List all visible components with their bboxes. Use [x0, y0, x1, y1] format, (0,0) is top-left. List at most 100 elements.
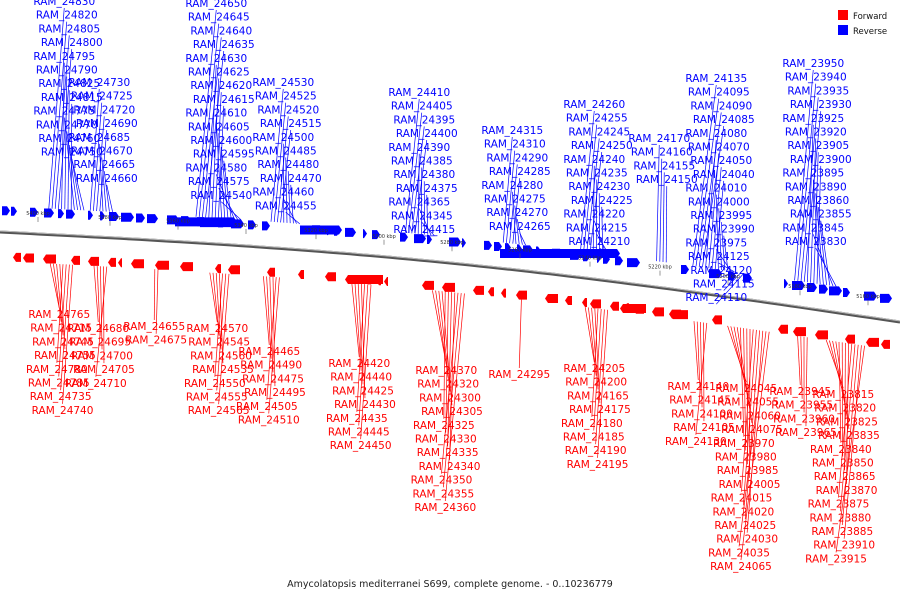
- label-connector: [444, 293, 465, 502]
- forward-gene-label: RAM_24545: [188, 337, 250, 349]
- label-connector: [841, 344, 859, 526]
- forward-gene-arrow: [71, 255, 80, 265]
- forward-gene-label: RAM_24030: [716, 534, 778, 546]
- reverse-gene-label: RAM_24400: [396, 128, 458, 140]
- label-connector: [738, 331, 767, 547]
- label-connector: [195, 9, 217, 217]
- tick-label: 5340 kbp: [234, 223, 258, 229]
- label-connector: [68, 144, 82, 211]
- gene-features: [2, 206, 892, 349]
- kbp-ticks: 5400 kbp 5380 kbp 5360 kbp 5340 kbp 5320 kbp…: [26, 211, 880, 306]
- label-connector: [843, 345, 862, 539]
- forward-gene-label: RAM_24370: [415, 365, 477, 377]
- label-connector: [441, 291, 453, 406]
- label-connector: [593, 309, 602, 431]
- label-connector: [514, 205, 520, 245]
- reverse-gene-label: RAM_23920: [785, 127, 847, 139]
- reverse-gene-label: RAM_24525: [255, 91, 317, 103]
- reverse-gene-label: RAM_24795: [33, 51, 95, 63]
- reverse-gene-label: RAM_23895: [782, 168, 844, 180]
- tick-label: 5300 kbp: [372, 234, 396, 240]
- forward-gene-label: RAM_24550: [184, 378, 246, 390]
- label-connector: [825, 339, 844, 389]
- forward-gene-arrow: [325, 272, 336, 282]
- forward-gene-label: RAM_24420: [328, 358, 390, 370]
- forward-gene-label: RAM_23865: [814, 471, 876, 483]
- label-connector: [49, 263, 60, 309]
- forward-gene-arrow: [384, 276, 388, 286]
- label-connector: [405, 98, 420, 233]
- forward-gene-arrow: [516, 290, 527, 300]
- label-connector: [693, 321, 699, 381]
- label-connector: [740, 331, 770, 561]
- tick-label: 5400 kbp: [26, 211, 50, 217]
- forward-gene-label: RAM_24055: [717, 397, 779, 409]
- tick-label: 5320 kbp: [304, 228, 328, 234]
- forward-gene-arrow: [422, 280, 434, 290]
- reverse-gene-arrow: [11, 206, 17, 216]
- reverse-gene-label: RAM_24815: [41, 92, 103, 104]
- forward-gene-label: RAM_23960: [773, 413, 835, 425]
- forward-gene-label: RAM_24740: [32, 405, 94, 417]
- reverse-gene-arrow: [147, 214, 158, 224]
- label-connector: [263, 276, 270, 346]
- label-connector: [215, 174, 235, 220]
- label-connector: [270, 88, 284, 222]
- reverse-gene-arrow: [462, 238, 466, 248]
- reverse-gene-label: RAM_24480: [257, 159, 319, 171]
- forward-gene-label: RAM_24715: [30, 323, 92, 335]
- forward-gene-label: RAM_24005: [719, 479, 781, 491]
- label-connector: [56, 264, 64, 363]
- reverse-gene-label: RAM_23930: [790, 99, 852, 111]
- label-connector: [702, 126, 725, 268]
- label-connector: [656, 144, 660, 262]
- reverse-gene-label: RAM_24825: [38, 78, 100, 90]
- label-connector: [64, 76, 68, 210]
- label-connector: [51, 21, 68, 209]
- forward-gene-label: RAM_24445: [328, 427, 390, 439]
- tick-label: 5160 kbp: [856, 294, 880, 300]
- label-connector: [218, 273, 230, 405]
- reverse-gene-label: RAM_23845: [782, 222, 844, 234]
- label-connector: [744, 330, 760, 520]
- label-connector: [418, 208, 432, 236]
- reverse-gene-label: RAM_24670: [71, 146, 133, 158]
- label-connector: [101, 157, 107, 212]
- forward-gene-arrow: [670, 310, 688, 320]
- label-connector: [358, 284, 369, 426]
- reverse-gene-label: RAM_23990: [693, 224, 755, 236]
- reverse-gene-arrow: [121, 212, 134, 222]
- forward-gene-arrow: [43, 254, 56, 264]
- reverse-gene-label: RAM_24645: [188, 12, 250, 24]
- reverse-gene-label: RAM_24150: [636, 174, 698, 186]
- reverse-gene-arrow: [427, 234, 432, 244]
- tick-label: 5380 kbp: [98, 215, 122, 221]
- label-connector: [103, 171, 110, 212]
- reverse-gene-label: RAM_24540: [190, 190, 252, 202]
- label-connector: [718, 262, 735, 273]
- forward-gene-label: RAM_24180: [561, 418, 623, 430]
- label-connector: [718, 208, 722, 271]
- label-connector: [715, 272, 745, 305]
- forward-gene-arrow: [881, 339, 890, 349]
- reverse-gene-label: RAM_24515: [260, 118, 322, 130]
- forward-gene-label: RAM_24200: [565, 377, 627, 389]
- label-connector: [708, 153, 720, 269]
- forward-gene-label: RAM_24565: [188, 405, 250, 417]
- reverse-gene-label: RAM_24830: [33, 0, 95, 8]
- forward-gene-arrow: [488, 287, 494, 297]
- reverse-gene-label: RAM_24250: [571, 140, 633, 152]
- label-connector: [816, 165, 822, 284]
- label-connector: [516, 219, 523, 245]
- map-caption: Amycolatopsis mediterranei S699, complet…: [287, 579, 613, 590]
- label-connector: [60, 264, 70, 391]
- reverse-gene-label: RAM_23855: [790, 209, 852, 221]
- label-connector: [408, 112, 423, 234]
- legend-reverse-label: Reverse: [853, 27, 887, 37]
- forward-gene-label: RAM_24035: [708, 547, 770, 559]
- forward-gene-label: RAM_24340: [419, 461, 481, 473]
- forward-gene-arrow: [298, 269, 304, 279]
- reverse-gene-arrow: [449, 237, 461, 247]
- reverse-gene-arrow: [372, 230, 380, 240]
